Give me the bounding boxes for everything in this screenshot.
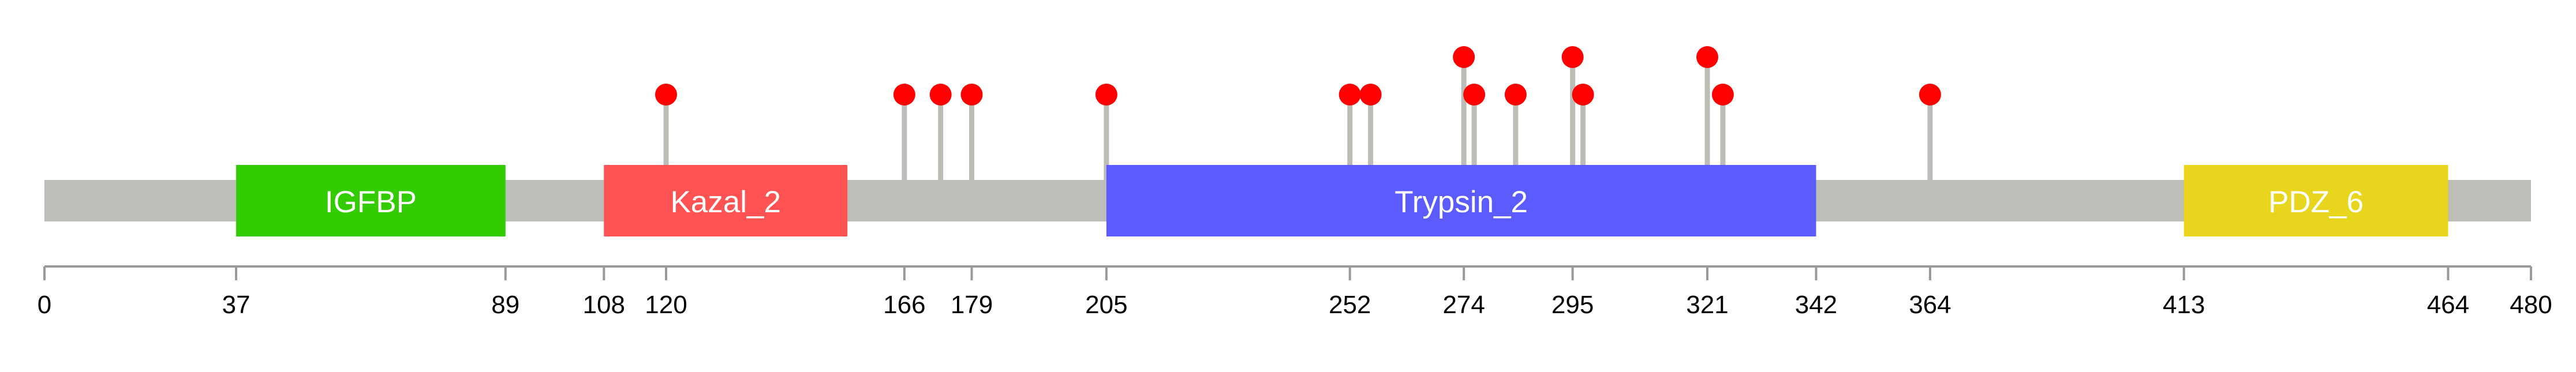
tick-label: 179 — [951, 291, 993, 319]
domain-igfbp — [236, 165, 506, 236]
tick-label: 342 — [1795, 291, 1837, 319]
tick-label: 413 — [2163, 291, 2205, 319]
domain-label: Kazal_2 — [670, 185, 781, 219]
domain-trypsin-2 — [1106, 165, 1816, 236]
mutation-marker — [960, 84, 983, 106]
tick-label: 120 — [645, 291, 687, 319]
mutation-markers — [655, 46, 1941, 106]
mutation-marker — [1504, 84, 1527, 106]
mutation-marker — [1572, 84, 1594, 106]
domain-label: IGFBP — [325, 185, 417, 219]
mutation-marker — [893, 84, 915, 106]
mutation-marker — [1453, 46, 1475, 68]
mutation-marker — [929, 84, 952, 106]
tick-label: 166 — [883, 291, 925, 319]
mutation-marker — [1561, 46, 1584, 68]
domain-kazal-2 — [604, 165, 848, 236]
tick-label: 108 — [583, 291, 625, 319]
mutation-marker — [1095, 84, 1117, 106]
tick-label: 0 — [38, 291, 51, 319]
tick-label: 364 — [1909, 291, 1951, 319]
tick-label: 464 — [2427, 291, 2469, 319]
domain-label: Trypsin_2 — [1394, 185, 1528, 219]
mutation-marker — [1359, 84, 1382, 106]
mutation-marker — [1711, 84, 1734, 106]
mutation-marker — [1463, 84, 1486, 106]
tick-label: 480 — [2510, 291, 2552, 319]
tick-label: 274 — [1442, 291, 1485, 319]
mutation-marker — [1919, 84, 1941, 106]
tick-label: 89 — [491, 291, 519, 319]
mutation-marker — [1339, 84, 1361, 106]
domain-pdz-6 — [2184, 165, 2448, 236]
tick-label: 321 — [1686, 291, 1728, 319]
tick-label: 252 — [1329, 291, 1371, 319]
mutation-marker — [1696, 46, 1718, 68]
position-axis: 0 37 89 108 120 166 179 205 252 274 295 321 342 364 41… — [38, 265, 2552, 319]
tick-label: 205 — [1085, 291, 1127, 319]
mutation-marker — [655, 84, 677, 106]
tick-label: 37 — [222, 291, 251, 319]
mutation-stems — [663, 57, 1933, 180]
domains: IGFBP Kazal_2 Trypsin_2 PDZ_6 — [236, 165, 2448, 236]
tick-label: 295 — [1551, 291, 1594, 319]
domain-label: PDZ_6 — [2268, 185, 2364, 219]
